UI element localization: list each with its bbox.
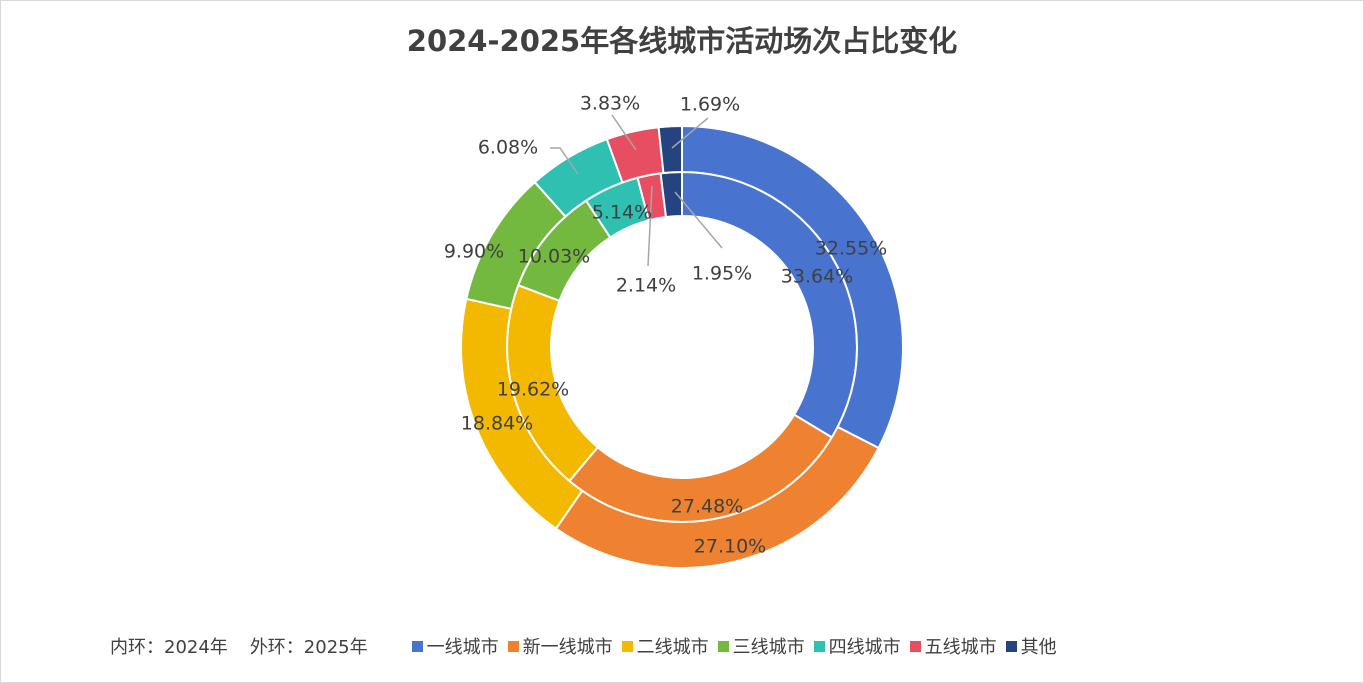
slice-2025-6[interactable] bbox=[657, 124, 683, 175]
data-label-2024-3: 10.03% bbox=[518, 246, 590, 268]
legend-swatch bbox=[507, 640, 519, 652]
data-label-2025-6: 1.69% bbox=[680, 94, 740, 116]
legend-swatch bbox=[909, 640, 921, 652]
data-label-2025-1: 27.10% bbox=[694, 536, 766, 558]
leader-line-2025-6 bbox=[671, 117, 709, 149]
legend-label: 四线城市 bbox=[828, 637, 901, 658]
legend-item[interactable]: 四线城市 bbox=[813, 633, 901, 659]
inner-ring-note: 内环：2024年 bbox=[110, 637, 228, 658]
legend-item[interactable]: 二线城市 bbox=[621, 633, 709, 659]
legend-item[interactable]: 一线城市 bbox=[411, 633, 499, 659]
legend: 内环：2024年 外环：2025年 一线城市 新一线城市 二线城市 三线城市 四线城市 五… bbox=[110, 633, 1066, 659]
data-label-2025-5: 3.83% bbox=[580, 93, 640, 115]
leader-line-2025-5 bbox=[611, 114, 637, 151]
data-label-2024-1: 27.48% bbox=[671, 496, 743, 518]
leader-line-2024-5 bbox=[647, 185, 653, 267]
data-label-2024-4: 5.14% bbox=[592, 202, 652, 224]
legend-label: 一线城市 bbox=[426, 637, 499, 658]
legend-swatch bbox=[621, 640, 633, 652]
leader-line-2024-6 bbox=[674, 191, 723, 249]
data-label-2024-6: 1.95% bbox=[692, 263, 752, 285]
data-label-2025-0: 32.55% bbox=[815, 238, 887, 260]
data-label-2024-2: 19.62% bbox=[497, 379, 569, 401]
data-label-2024-5: 2.14% bbox=[616, 275, 676, 297]
leader-line-2025-4 bbox=[550, 147, 579, 175]
data-label-2025-4: 6.08% bbox=[478, 137, 538, 159]
legend-swatch bbox=[411, 640, 423, 652]
data-label-2025-2: 18.84% bbox=[461, 413, 533, 435]
data-label-2025-3: 9.90% bbox=[444, 241, 504, 263]
legend-item[interactable]: 五线城市 bbox=[909, 633, 997, 659]
legend-item[interactable]: 三线城市 bbox=[717, 633, 805, 659]
legend-swatch bbox=[717, 640, 729, 652]
legend-swatch bbox=[1005, 640, 1017, 652]
legend-label: 其他 bbox=[1020, 637, 1057, 658]
legend-label: 新一线城市 bbox=[522, 637, 613, 658]
legend-item[interactable]: 其他 bbox=[1005, 633, 1057, 659]
legend-label: 三线城市 bbox=[732, 637, 805, 658]
legend-label: 五线城市 bbox=[924, 637, 997, 658]
chart-title: 2024-2025年各线城市活动场次占比变化 bbox=[406, 24, 958, 58]
legend-label: 二线城市 bbox=[636, 637, 709, 658]
legend-item[interactable]: 新一线城市 bbox=[507, 633, 613, 659]
data-label-2024-0: 33.64% bbox=[781, 266, 853, 288]
outer-ring-note: 外环：2025年 bbox=[249, 637, 368, 658]
legend-swatch bbox=[813, 640, 825, 652]
